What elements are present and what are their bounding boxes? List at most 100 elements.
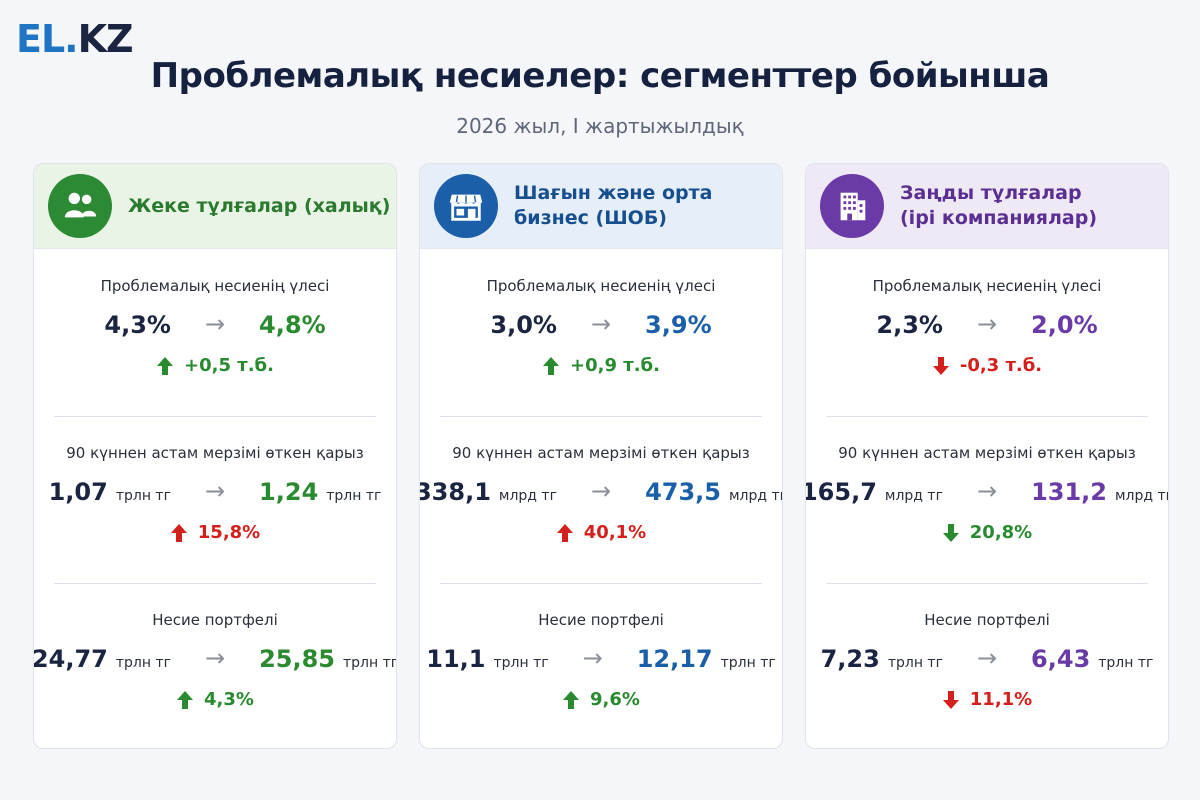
metric-loan-portfolio: Несие портфелі 7,23 трлн тг → 6,43 трлн … (806, 583, 1168, 748)
metric-loan-portfolio: Несие портфелі 11,1 трлн тг → 12,17 трлн… (420, 583, 782, 748)
old-value: 1,07 (48, 478, 108, 506)
metric-label: Проблемалық несиенің үлесі (486, 277, 716, 295)
old-value: 165,7 (805, 478, 877, 506)
new-value: 3,9% (645, 311, 712, 339)
metric-values: 165,7 млрд тг → 131,2 млрд тг (805, 477, 1169, 506)
people-icon (48, 174, 112, 238)
old-unit: трлн тг (115, 655, 171, 671)
page-title: Проблемалық несиелер: сегменттер бойынша (150, 56, 1050, 96)
arrow-right-icon: → (204, 477, 226, 505)
change-value: +0,5 т.б. (184, 355, 274, 376)
new-value: 4,8% (259, 311, 326, 339)
arrow-up-icon (543, 356, 560, 375)
metric-problem-share: Проблемалық несиенің үлесі 3,0% → 3,9% +… (420, 249, 782, 416)
old-unit: трлн тг (115, 488, 171, 504)
card-title: Жеке тұлғалар (халық) (128, 194, 390, 219)
new-value: 473,5 (645, 478, 721, 506)
card-individuals: Жеке тұлғалар (халық) Проблемалық несиен… (33, 163, 397, 749)
metric-overdue-debt: 90 күннен астам мерзімі өткен қарыз 1,07… (34, 416, 396, 583)
metric-label: Проблемалық несиенің үлесі (100, 277, 330, 295)
change-badge: +0,9 т.б. (420, 355, 782, 376)
old-value: 11,1 (426, 645, 486, 673)
new-value: 131,2 (1031, 478, 1107, 506)
metric-label: 90 күннен астам мерзімі өткен қарыз (66, 444, 364, 462)
new-unit: трлн тг (720, 655, 776, 671)
arrow-up-icon (170, 523, 187, 542)
metric-values: 1,07 трлн тг → 1,24 трлн тг (34, 477, 396, 506)
arrow-right-icon: → (976, 477, 998, 505)
segment-cards: Жеке тұлғалар (халық) Проблемалық несиен… (33, 163, 1176, 749)
metric-values: 3,0% → 3,9% (420, 310, 782, 339)
new-value: 1,24 (259, 478, 319, 506)
card-header: Шағын және орта бизнес (ШОБ) (420, 164, 782, 249)
logo-text-el: EL (16, 17, 65, 61)
arrow-right-icon: → (204, 310, 226, 338)
metric-label: Проблемалық несиенің үлесі (872, 277, 1102, 295)
arrow-down-icon (942, 523, 959, 542)
card-title: Заңды тұлғалар (ірі компаниялар) (900, 181, 1097, 230)
change-badge: 40,1% (420, 522, 782, 543)
card-title-line1: Заңды тұлғалар (900, 182, 1082, 205)
metric-label: 90 күннен астам мерзімі өткен қарыз (452, 444, 750, 462)
change-badge: 9,6% (420, 689, 782, 710)
old-unit: трлн тг (887, 655, 943, 671)
arrow-right-icon: → (204, 644, 226, 672)
metric-label: 90 күннен астам мерзімі өткен қарыз (838, 444, 1136, 462)
new-value: 25,85 (259, 645, 335, 673)
metric-values: 7,23 трлн тг → 6,43 трлн тг (806, 644, 1168, 673)
arrow-up-icon (556, 523, 573, 542)
old-unit: млрд тг (498, 488, 557, 504)
arrow-right-icon: → (582, 644, 603, 672)
old-value: 24,77 (33, 645, 108, 673)
metric-values: 4,3% → 4,8% (34, 310, 396, 339)
new-unit: трлн тг (1098, 655, 1154, 671)
metric-values: 338,1 млрд тг → 473,5 млрд тг (419, 477, 783, 506)
arrow-right-icon: → (976, 310, 998, 338)
card-title: Шағын және орта бизнес (ШОБ) (514, 181, 712, 230)
old-value: 3,0% (490, 311, 557, 339)
old-unit: млрд тг (884, 488, 943, 504)
change-badge: +0,5 т.б. (34, 355, 396, 376)
card-title-line2: (ірі компаниялар) (900, 207, 1098, 229)
old-value: 4,3% (104, 311, 171, 339)
card-title-line2: бизнес (ШОБ) (514, 207, 667, 229)
new-value: 6,43 (1031, 645, 1091, 673)
change-badge: 4,3% (34, 689, 396, 710)
arrow-right-icon: → (976, 644, 998, 672)
change-value: -0,3 т.б. (959, 355, 1043, 376)
storefront-icon (434, 174, 498, 238)
new-unit: млрд тг (728, 488, 783, 504)
arrow-up-icon (177, 690, 194, 709)
change-value: 15,8% (197, 522, 261, 543)
metric-overdue-debt: 90 күннен астам мерзімі өткен қарыз 165,… (806, 416, 1168, 583)
change-value: 11,1% (969, 689, 1033, 710)
metric-values: 24,77 трлн тг → 25,85 трлн тг (33, 644, 396, 673)
old-value: 338,1 (419, 478, 491, 506)
arrow-down-icon (932, 356, 949, 375)
office-building-icon (820, 174, 884, 238)
new-unit: млрд тг (1114, 488, 1169, 504)
change-value: 20,8% (969, 522, 1033, 543)
new-value: 2,0% (1031, 311, 1098, 339)
card-sme: Шағын және орта бизнес (ШОБ) Проблемалық… (419, 163, 783, 749)
arrow-up-icon (563, 690, 580, 709)
change-badge: 11,1% (806, 689, 1168, 710)
change-badge: 20,8% (806, 522, 1168, 543)
site-logo[interactable]: EL.KZ (16, 17, 134, 61)
old-value: 2,3% (876, 311, 943, 339)
metric-label: Несие портфелі (152, 611, 278, 629)
change-value: 40,1% (583, 522, 647, 543)
card-header: Заңды тұлғалар (ірі компаниялар) (806, 164, 1168, 249)
change-value: +0,9 т.б. (570, 355, 660, 376)
new-value: 12,17 (636, 645, 713, 673)
metric-problem-share: Проблемалық несиенің үлесі 4,3% → 4,8% +… (34, 249, 396, 416)
arrow-up-icon (157, 356, 174, 375)
change-badge: -0,3 т.б. (806, 355, 1168, 376)
metric-label: Несие портфелі (538, 611, 664, 629)
old-unit: трлн тг (493, 655, 549, 671)
change-value: 9,6% (590, 689, 640, 710)
card-title-line1: Шағын және орта (514, 182, 713, 205)
change-value: 4,3% (204, 689, 254, 710)
metric-loan-portfolio: Несие портфелі 24,77 трлн тг → 25,85 трл… (33, 583, 396, 748)
metric-values: 2,3% → 2,0% (806, 310, 1168, 339)
